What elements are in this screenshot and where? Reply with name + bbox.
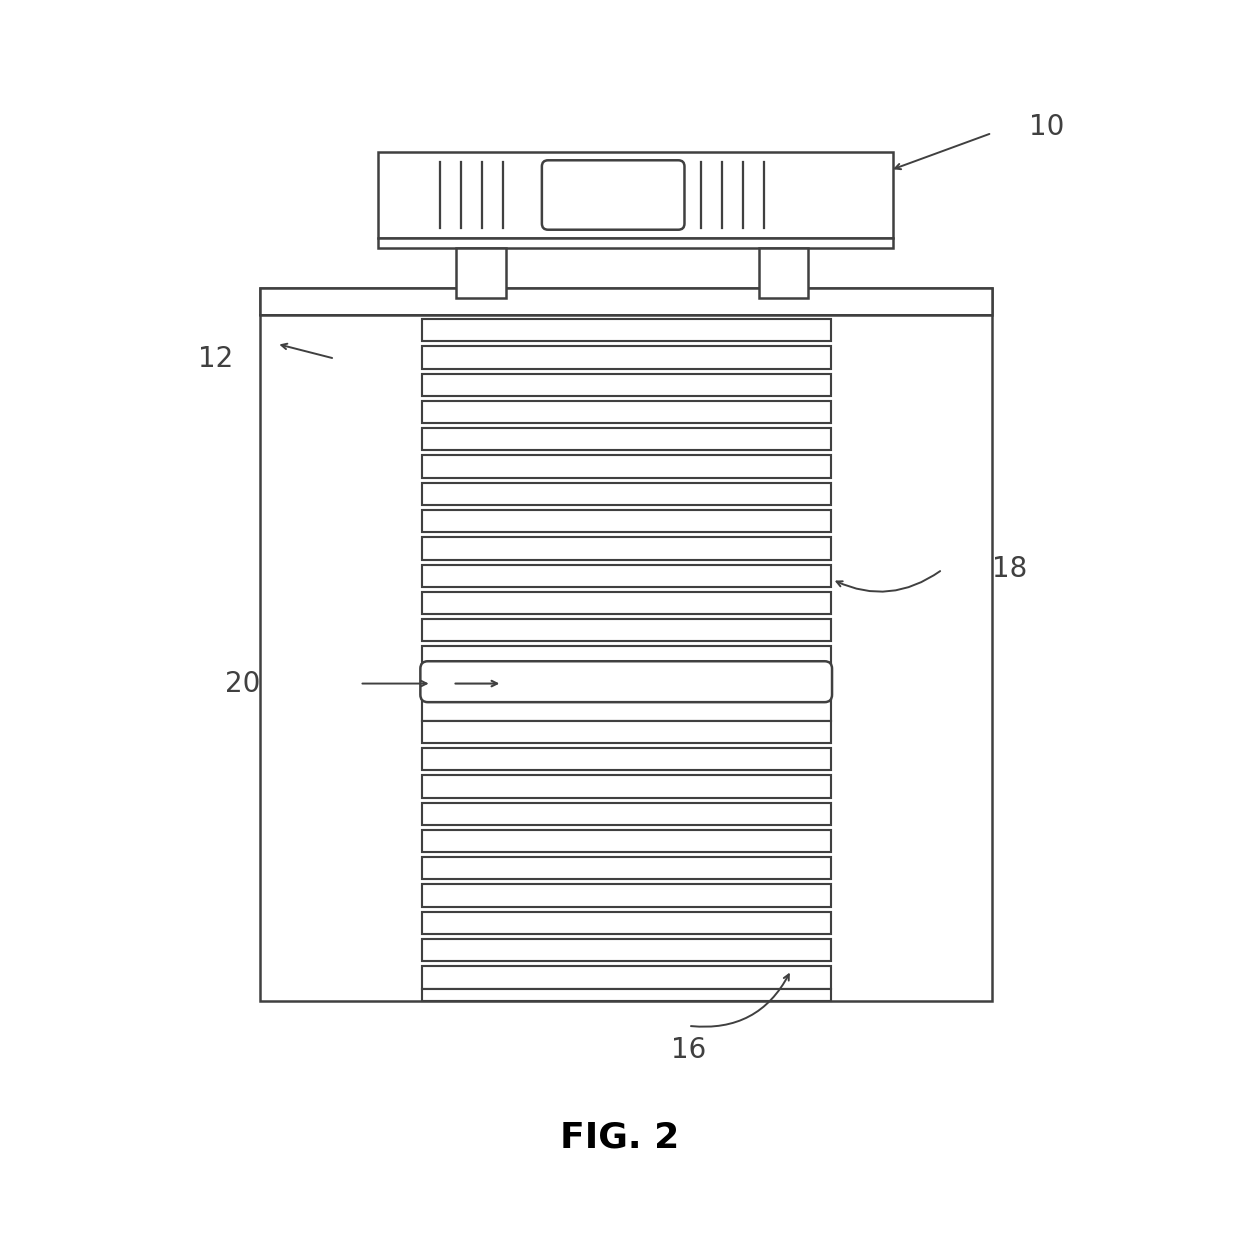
- Bar: [422, 619, 831, 642]
- Bar: [422, 803, 831, 825]
- Bar: [422, 830, 831, 852]
- Bar: [378, 152, 893, 239]
- Text: 12: 12: [198, 345, 233, 372]
- Bar: [422, 374, 831, 396]
- Bar: [422, 966, 831, 989]
- Bar: [378, 239, 893, 248]
- Bar: [422, 537, 831, 560]
- Bar: [422, 775, 831, 798]
- Text: 20: 20: [224, 669, 260, 697]
- Bar: [422, 455, 831, 478]
- Bar: [422, 565, 831, 586]
- Text: FIG. 2: FIG. 2: [560, 1121, 680, 1155]
- Bar: [260, 288, 992, 316]
- Bar: [422, 698, 831, 721]
- Bar: [422, 320, 831, 341]
- Bar: [422, 509, 831, 532]
- Bar: [422, 647, 831, 669]
- Bar: [422, 884, 831, 907]
- Bar: [422, 989, 831, 1001]
- Bar: [422, 912, 831, 933]
- Bar: [422, 401, 831, 423]
- Bar: [260, 288, 992, 1001]
- Bar: [422, 721, 831, 743]
- Bar: [759, 248, 808, 298]
- Bar: [422, 591, 831, 614]
- Bar: [422, 428, 831, 450]
- Text: 10: 10: [1029, 113, 1065, 141]
- Bar: [422, 346, 831, 369]
- FancyBboxPatch shape: [542, 160, 684, 230]
- Text: 18: 18: [992, 556, 1027, 584]
- FancyBboxPatch shape: [420, 662, 832, 702]
- Text: 16: 16: [671, 1035, 706, 1064]
- Bar: [422, 483, 831, 504]
- Bar: [422, 938, 831, 961]
- Bar: [422, 857, 831, 879]
- Bar: [456, 248, 506, 298]
- Bar: [422, 749, 831, 770]
